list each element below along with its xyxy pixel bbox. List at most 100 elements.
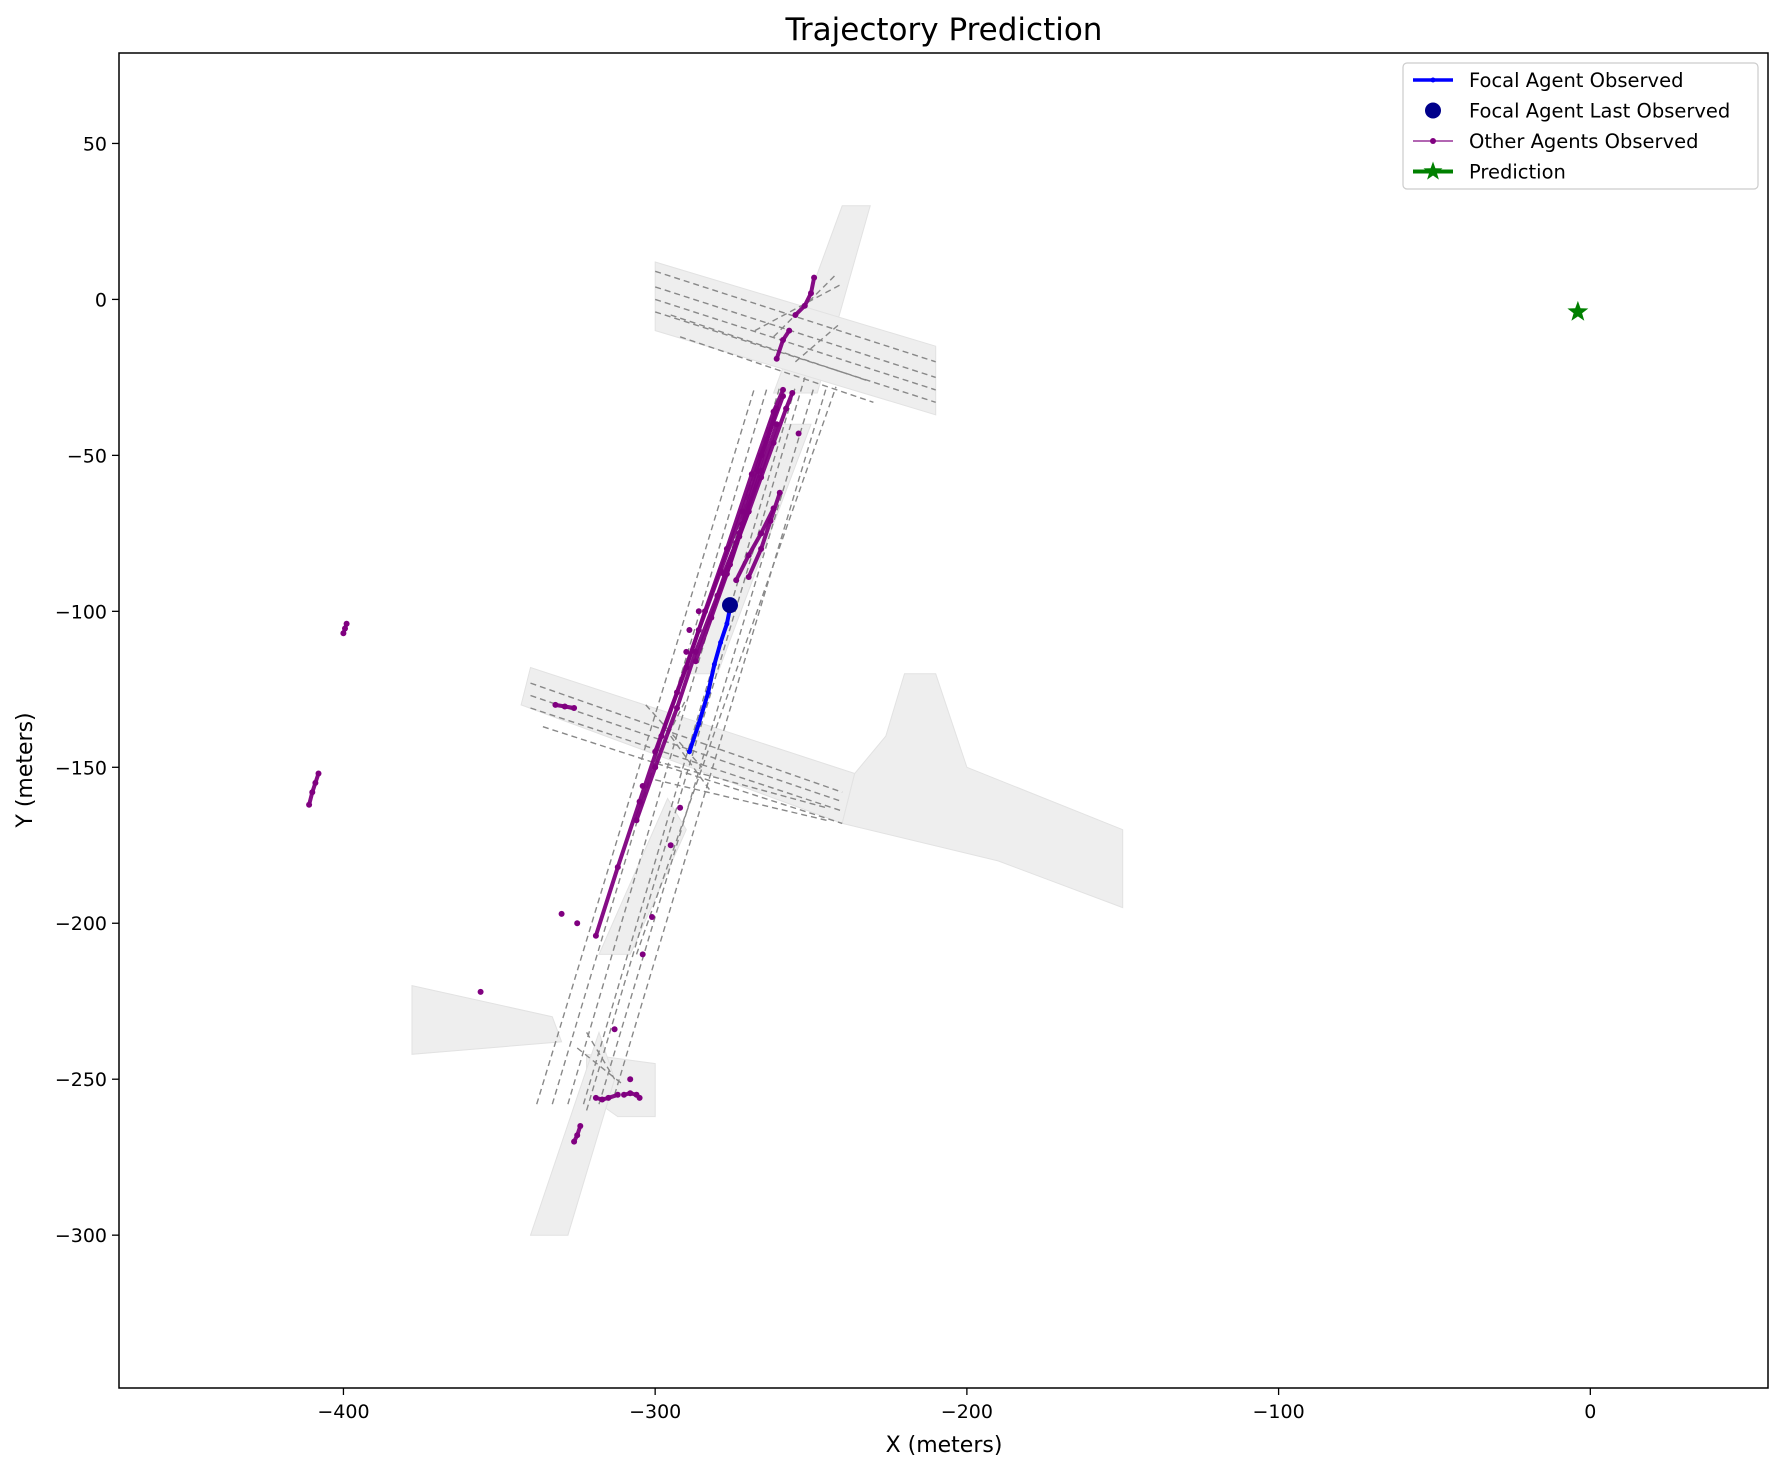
y-tick-label: 0 bbox=[95, 289, 107, 311]
lane-centerline bbox=[635, 386, 837, 955]
other-agent-point bbox=[758, 545, 765, 552]
other-agent-point bbox=[342, 625, 348, 632]
other-agent-point bbox=[714, 592, 721, 599]
other-agent-point bbox=[808, 290, 814, 297]
legend: Focal Agent Observed Focal Agent Last Obs… bbox=[1402, 62, 1759, 190]
lane-centerline bbox=[679, 336, 874, 403]
legend-label: Other Agents Observed bbox=[1469, 130, 1698, 153]
other-agent-track bbox=[793, 275, 817, 317]
chart-title: Trajectory Prediction bbox=[785, 12, 1103, 48]
lane-centerline bbox=[585, 377, 806, 1111]
other-agent-point bbox=[561, 703, 568, 710]
other-agent-point bbox=[639, 783, 646, 789]
other-agent-point bbox=[312, 779, 319, 786]
other-agent-point bbox=[611, 1026, 618, 1033]
x-tick-label: −200 bbox=[941, 1401, 993, 1423]
axes: −400 −300 −200 −100 0 50 0 −50 −100 −150 −200 −250 −… bbox=[55, 133, 1597, 1423]
lane-centerline bbox=[598, 386, 815, 1105]
lane-centerline bbox=[654, 298, 936, 391]
other-agent-track bbox=[715, 509, 751, 598]
other-agent-point bbox=[674, 705, 680, 711]
other-agent-point bbox=[674, 689, 680, 696]
legend-swatch-dot bbox=[1425, 102, 1441, 119]
other-agent-point bbox=[758, 452, 765, 459]
other-agent-point bbox=[677, 804, 684, 811]
other-agent-point bbox=[652, 748, 659, 755]
other-agent-track bbox=[593, 1092, 620, 1102]
other-agent-point bbox=[745, 552, 752, 559]
x-tick-label: −100 bbox=[1253, 1401, 1305, 1423]
other-agent-point bbox=[773, 355, 780, 362]
lane-centerline bbox=[654, 311, 936, 403]
lane-centerline bbox=[530, 707, 843, 812]
other-agent-point bbox=[686, 627, 693, 633]
focal-observed-point bbox=[705, 689, 711, 695]
other-agent-point bbox=[652, 764, 659, 771]
other-agent-point bbox=[627, 1076, 634, 1083]
other-agent-point bbox=[780, 337, 786, 343]
prediction-marker bbox=[1567, 300, 1589, 321]
other-agent-point bbox=[614, 864, 621, 871]
other-agent-point bbox=[783, 405, 790, 412]
lane-centerline bbox=[754, 283, 843, 332]
other-agent-point bbox=[571, 1138, 578, 1145]
other-agent-point bbox=[695, 627, 702, 633]
y-tick-label: −300 bbox=[55, 1225, 107, 1247]
y-tick-label: −100 bbox=[55, 601, 107, 623]
legend-label: Focal Agent Observed bbox=[1469, 69, 1683, 92]
legend-label: Focal Agent Last Observed bbox=[1469, 100, 1730, 123]
other-agent-point bbox=[599, 1096, 606, 1103]
focal-observed-point bbox=[686, 749, 692, 755]
other-agent-point bbox=[770, 439, 777, 446]
other-agent-point bbox=[574, 1132, 581, 1139]
other-agent-point bbox=[636, 1094, 643, 1101]
other-agent-point bbox=[552, 701, 559, 708]
drivable-area bbox=[520, 666, 856, 825]
plot-area bbox=[306, 205, 1589, 1236]
other-agent-point bbox=[592, 932, 599, 939]
other-agent-point bbox=[745, 574, 752, 580]
other-agent-point bbox=[343, 620, 350, 627]
y-tick-label: −250 bbox=[55, 1069, 107, 1091]
other-agent-point bbox=[801, 302, 808, 309]
other-agent-point bbox=[811, 274, 818, 281]
other-agent-point bbox=[614, 1091, 621, 1098]
other-agent-track bbox=[634, 406, 779, 823]
other-agent-point bbox=[627, 1090, 634, 1097]
drivable-area bbox=[411, 984, 563, 1055]
other-agent-point bbox=[733, 577, 740, 584]
lane-centerline bbox=[670, 735, 712, 793]
x-tick-label: −300 bbox=[629, 1401, 681, 1423]
other-agent-point bbox=[776, 489, 783, 496]
other-agent-point bbox=[789, 390, 796, 396]
other-agent-track bbox=[307, 771, 321, 807]
other-agent-point bbox=[795, 430, 802, 437]
legend-swatch-dot bbox=[1430, 138, 1436, 144]
other-agent-point bbox=[692, 658, 699, 665]
other-agent-point bbox=[758, 530, 765, 537]
other-agent-track bbox=[734, 506, 776, 583]
other-agent-track bbox=[653, 394, 785, 754]
other-agent-point bbox=[758, 474, 765, 481]
other-agent-point bbox=[340, 630, 347, 637]
other-agent-point bbox=[558, 910, 565, 917]
other-agent-point bbox=[739, 508, 746, 515]
other-agent-point bbox=[792, 312, 799, 318]
x-tick-label: −400 bbox=[317, 1401, 369, 1423]
lane-centerline bbox=[670, 314, 868, 382]
lane-centerline bbox=[654, 286, 936, 379]
other-agent-point bbox=[315, 770, 322, 777]
y-tick-label: −50 bbox=[67, 445, 107, 467]
other-agent-point bbox=[592, 1094, 599, 1101]
other-agent-point bbox=[695, 608, 702, 615]
other-agent-point bbox=[767, 517, 774, 524]
x-axis-label: X (meters) bbox=[886, 1433, 1003, 1458]
legend-swatch-star bbox=[1423, 161, 1443, 180]
other-agent-point bbox=[639, 951, 646, 958]
drivable-area bbox=[529, 1030, 616, 1236]
y-tick-label: −200 bbox=[55, 913, 107, 935]
other-agent-point bbox=[786, 327, 793, 334]
drivable-area bbox=[654, 261, 937, 416]
other-agent-point bbox=[633, 817, 640, 824]
other-agent-point bbox=[780, 393, 786, 400]
